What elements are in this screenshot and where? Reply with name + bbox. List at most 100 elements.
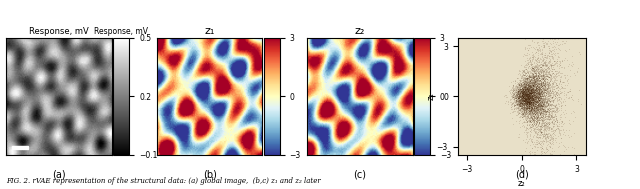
Point — [532, 112, 543, 115]
Point — [527, 96, 537, 99]
Point — [518, 88, 528, 91]
Point — [531, 83, 541, 86]
Point — [520, 94, 531, 97]
Point — [520, 101, 530, 104]
Point — [520, 88, 531, 91]
Point — [527, 117, 537, 120]
Point — [532, 103, 543, 106]
Point — [532, 77, 542, 80]
Point — [524, 105, 534, 108]
Point — [523, 87, 533, 90]
Point — [529, 90, 539, 93]
Point — [547, 115, 557, 118]
Point — [532, 125, 542, 128]
Point — [515, 87, 525, 90]
Point — [533, 106, 543, 109]
Point — [564, 119, 574, 122]
Point — [532, 111, 543, 114]
Point — [525, 110, 536, 113]
Point — [515, 91, 525, 94]
Point — [526, 79, 536, 82]
Point — [520, 91, 530, 94]
Point — [518, 89, 528, 92]
Point — [516, 107, 527, 110]
Point — [517, 88, 527, 91]
Point — [516, 89, 526, 92]
Point — [525, 96, 535, 99]
Point — [520, 90, 531, 93]
Point — [526, 101, 536, 104]
Point — [515, 95, 525, 98]
Point — [531, 94, 541, 97]
Point — [539, 108, 549, 111]
Point — [513, 94, 523, 97]
Point — [518, 94, 528, 97]
Point — [532, 81, 543, 84]
Point — [524, 93, 534, 96]
Point — [531, 85, 541, 88]
Point — [520, 105, 531, 108]
Point — [533, 85, 543, 88]
Point — [508, 89, 518, 92]
Point — [527, 93, 538, 96]
Point — [542, 73, 552, 76]
Point — [538, 95, 548, 98]
Point — [516, 88, 527, 91]
Point — [514, 84, 524, 87]
Point — [525, 91, 535, 94]
Point — [520, 78, 530, 81]
Point — [520, 102, 531, 105]
Point — [532, 110, 543, 113]
Point — [537, 152, 547, 155]
Point — [516, 83, 526, 86]
Point — [523, 83, 533, 86]
Point — [528, 124, 538, 127]
Point — [529, 90, 539, 93]
Point — [527, 88, 538, 91]
Point — [527, 100, 538, 103]
Point — [534, 102, 545, 105]
Point — [520, 87, 530, 90]
Point — [529, 75, 539, 78]
Point — [524, 103, 534, 106]
Text: FIG. 2. rVAE representation of the structural data: (a) global image,  (b,c) z₁ : FIG. 2. rVAE representation of the struc… — [6, 177, 321, 185]
Point — [514, 94, 524, 97]
Point — [533, 109, 543, 112]
Point — [529, 78, 539, 81]
Point — [533, 71, 543, 74]
Point — [513, 91, 523, 94]
Point — [534, 100, 544, 103]
Point — [534, 74, 544, 77]
Point — [520, 106, 531, 109]
Point — [531, 119, 541, 122]
Point — [518, 76, 528, 79]
Point — [532, 96, 543, 99]
Point — [521, 100, 531, 103]
Point — [552, 91, 563, 94]
Point — [543, 86, 554, 89]
Point — [527, 91, 537, 94]
Point — [541, 83, 552, 86]
Point — [527, 98, 537, 101]
Point — [555, 114, 565, 117]
Point — [524, 89, 534, 92]
Point — [527, 103, 538, 106]
Point — [525, 130, 536, 133]
Point — [512, 93, 522, 96]
Point — [517, 101, 527, 104]
Point — [514, 83, 524, 86]
Point — [550, 94, 560, 97]
Point — [551, 116, 561, 119]
Point — [519, 97, 529, 100]
Point — [511, 94, 522, 97]
Point — [524, 70, 534, 73]
Point — [529, 92, 539, 95]
Point — [525, 110, 535, 113]
Point — [534, 89, 544, 92]
Point — [523, 101, 533, 104]
Point — [524, 90, 534, 93]
Point — [531, 82, 541, 85]
Point — [540, 127, 550, 130]
Point — [548, 59, 559, 62]
Point — [535, 82, 545, 85]
